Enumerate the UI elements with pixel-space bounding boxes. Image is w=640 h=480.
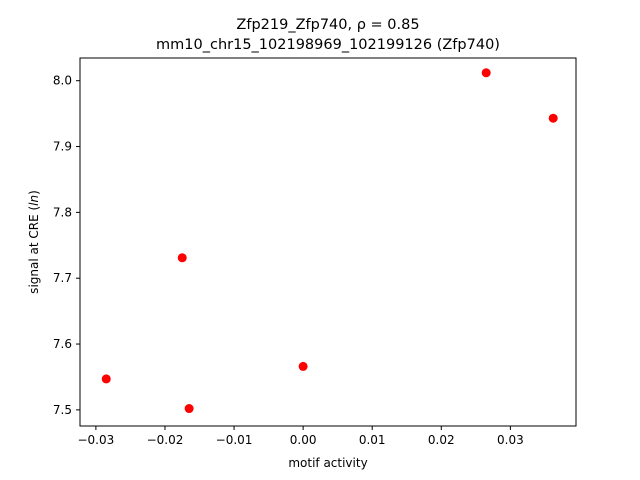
- chart-title-line1: Zfp219_Zfp740, ρ = 0.85: [236, 17, 419, 33]
- x-axis-label: motif activity: [288, 456, 367, 470]
- x-tick-label: −0.02: [147, 433, 184, 447]
- data-point: [101, 374, 111, 384]
- data-point: [184, 404, 194, 414]
- data-point: [177, 253, 187, 263]
- x-tick-label: 0.02: [428, 433, 455, 447]
- data-point: [481, 68, 491, 78]
- x-tick-label: −0.01: [216, 433, 253, 447]
- x-tick-label: −0.03: [77, 433, 114, 447]
- data-points: [101, 68, 558, 414]
- data-point: [298, 361, 308, 371]
- x-tick-label: 0.03: [497, 433, 524, 447]
- data-point: [548, 113, 558, 123]
- y-axis-label: signal at CRE (ln): [27, 190, 41, 294]
- y-tick-label: 7.9: [53, 140, 72, 154]
- y-tick-label: 7.5: [53, 403, 72, 417]
- y-tick-label: 7.8: [53, 205, 72, 219]
- y-tick-label: 7.6: [53, 337, 72, 351]
- x-axis-ticks: −0.03 −0.02 −0.01 0.00 0.01 0.02 0.03: [77, 426, 524, 447]
- x-tick-label: 0.01: [359, 433, 386, 447]
- x-tick-label: 0.00: [290, 433, 317, 447]
- chart-title-line2: mm10_chr15_102198969_102199126 (Zfp740): [156, 37, 500, 53]
- y-axis-ticks: 7.5 7.6 7.7 7.8 7.9 8.0: [53, 74, 80, 417]
- y-tick-label: 8.0: [53, 74, 72, 88]
- y-tick-label: 7.7: [53, 271, 72, 285]
- plot-frame: [79, 57, 577, 427]
